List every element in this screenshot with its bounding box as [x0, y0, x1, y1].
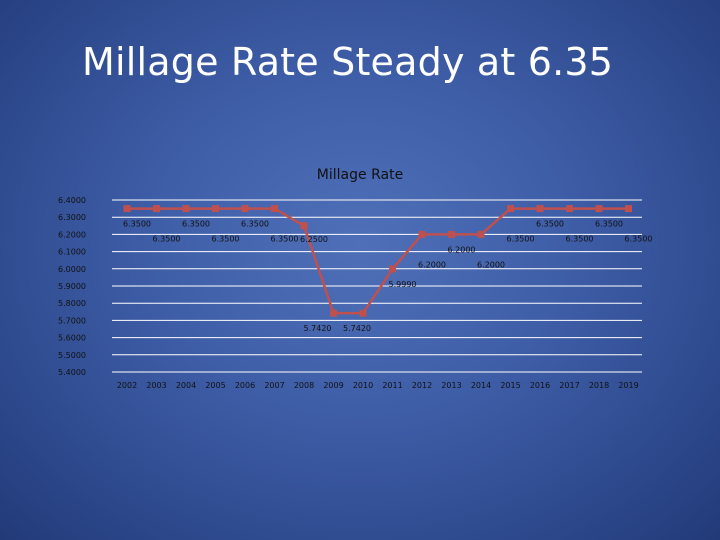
x-tick-label: 2004 — [176, 381, 196, 390]
y-tick-label: 6.3000 — [58, 213, 86, 222]
data-point — [241, 205, 249, 213]
y-tick-label: 5.8000 — [58, 299, 86, 308]
y-tick-label: 5.7000 — [58, 316, 86, 325]
data-point — [389, 265, 396, 273]
data-point — [271, 205, 278, 213]
x-tick-label: 2018 — [589, 381, 609, 390]
x-tick-label: 2005 — [205, 381, 225, 390]
x-tick-label: 2010 — [353, 381, 373, 390]
x-tick-label: 2002 — [117, 381, 137, 390]
data-label: 6.3500 — [625, 235, 653, 244]
data-label: 5.9990 — [389, 280, 417, 289]
y-tick-label: 6.4000 — [58, 196, 86, 205]
data-point — [448, 230, 455, 238]
x-tick-label: 2015 — [500, 381, 520, 390]
data-label: 6.3500 — [153, 235, 181, 244]
data-point — [625, 205, 632, 213]
data-label: 6.3500 — [536, 220, 564, 229]
x-tick-label: 2003 — [146, 381, 166, 390]
data-label: 5.7420 — [343, 324, 371, 333]
data-label: 6.3500 — [271, 235, 299, 244]
y-tick-label: 5.9000 — [58, 282, 86, 291]
data-point — [566, 205, 573, 213]
data-label: 6.2000 — [418, 260, 446, 269]
x-tick-label: 2008 — [294, 381, 314, 390]
data-label: 6.3500 — [566, 235, 594, 244]
data-point — [418, 230, 426, 238]
y-tick-label: 6.2000 — [58, 230, 86, 239]
chart-title: Millage Rate — [317, 167, 403, 183]
data-point — [507, 205, 514, 213]
data-label: 6.2000 — [477, 260, 505, 269]
x-tick-label: 2006 — [235, 381, 255, 390]
y-tick-label: 6.0000 — [58, 265, 86, 274]
y-tick-label: 6.1000 — [58, 248, 86, 257]
data-point — [153, 205, 160, 213]
data-label: 6.3500 — [182, 220, 210, 229]
x-tick-label: 2009 — [323, 381, 343, 390]
data-point — [359, 309, 367, 317]
data-point — [182, 205, 190, 213]
data-point — [595, 205, 603, 213]
x-tick-label: 2013 — [441, 381, 461, 390]
data-label: 6.3500 — [241, 220, 269, 229]
data-label: 6.3500 — [212, 235, 240, 244]
x-tick-label: 2011 — [382, 381, 402, 390]
y-tick-label: 5.5000 — [58, 351, 86, 360]
data-label: 6.3500 — [507, 235, 535, 244]
data-label: 6.2500 — [300, 235, 328, 244]
x-tick-label: 2017 — [559, 381, 579, 390]
data-point — [536, 205, 544, 213]
x-tick-label: 2012 — [412, 381, 432, 390]
data-point — [477, 230, 485, 238]
data-label: 6.3500 — [123, 220, 151, 229]
data-label: 5.7420 — [304, 324, 332, 333]
x-tick-label: 2014 — [471, 381, 491, 390]
y-tick-label: 5.4000 — [58, 368, 86, 377]
series-line — [127, 207, 629, 315]
slide-title: Millage Rate Steady at 6.35 — [82, 40, 614, 84]
data-point — [330, 309, 337, 317]
data-point — [300, 222, 308, 230]
x-tick-label: 2016 — [530, 381, 550, 390]
data-point — [212, 205, 219, 213]
y-tick-label: 5.6000 — [58, 334, 86, 343]
data-point — [123, 205, 131, 213]
x-tick-label: 2007 — [264, 381, 284, 390]
data-label: 6.2000 — [448, 245, 476, 254]
data-label: 6.3500 — [595, 220, 623, 229]
x-tick-label: 2019 — [618, 381, 638, 390]
